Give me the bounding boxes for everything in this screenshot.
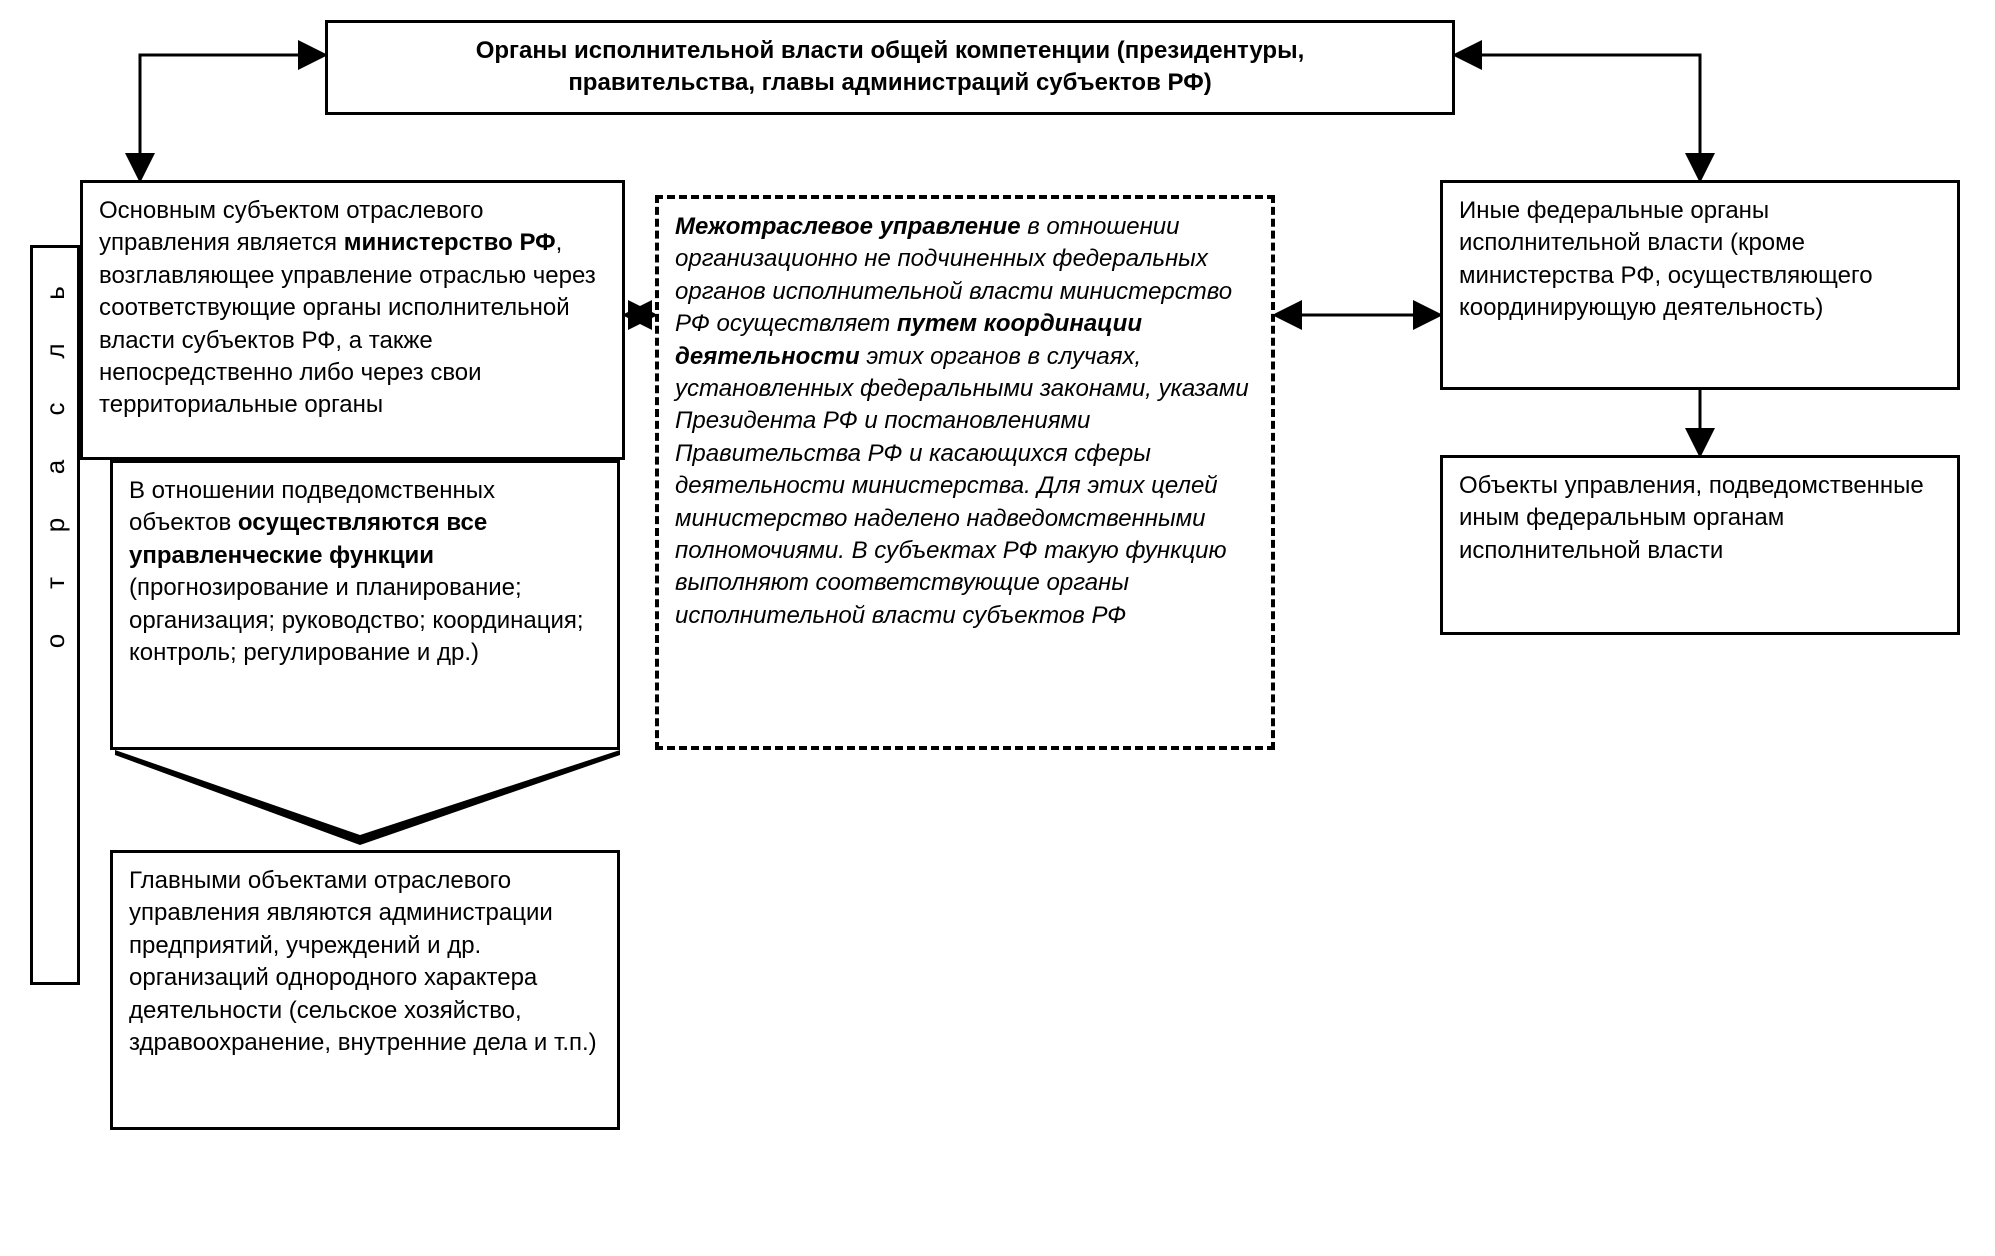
- left-box-objects: Главными объектами отраслевого управлени…: [110, 850, 620, 1130]
- center-bi1: Межотраслевое управление: [675, 213, 1021, 240]
- top-box-general-competence: Органы исполнительной власти общей компе…: [325, 20, 1455, 115]
- top-text-line2: правительства, главы администраций субъе…: [568, 69, 1211, 96]
- left2-suffix: (прогнозирование и планирование; организ…: [129, 574, 584, 666]
- right-box-other-federal: Иные федеральные органы исполнительной в…: [1440, 180, 1960, 390]
- left-box-functions: В отношении подведомственных объектов ос…: [110, 460, 620, 750]
- left-box-ministry: Основным субъектом отраслевого управлени…: [80, 180, 625, 460]
- top-text-line1: Органы исполнительной власти общей компе…: [476, 37, 1305, 64]
- left1-suffix: , возглавляющее управление отраслью чере…: [99, 229, 596, 418]
- right2-text: Объекты управления, подведомственные ины…: [1459, 472, 1924, 564]
- box2-to-box3-chevron: [115, 750, 620, 845]
- center-box-intersectoral: Межотраслевое управление в отношении орг…: [655, 195, 1275, 750]
- left1-bold: министерство РФ: [344, 229, 556, 256]
- left3-text: Главными объектами отраслевого управлени…: [129, 867, 597, 1056]
- top-to-right: [1455, 55, 1700, 180]
- right-box-subordinate-objects: Объекты управления, подведомственные ины…: [1440, 455, 1960, 635]
- right1-text: Иные федеральные органы исполнительной в…: [1459, 197, 1873, 321]
- top-to-left: [140, 55, 325, 180]
- center-i2: этих органов в случаях, установленных фе…: [675, 343, 1249, 629]
- diagram-root: Органы исполнительной власти общей компе…: [20, 20, 1975, 1236]
- vertical-label-otrasl: ьлсарто: [30, 245, 80, 985]
